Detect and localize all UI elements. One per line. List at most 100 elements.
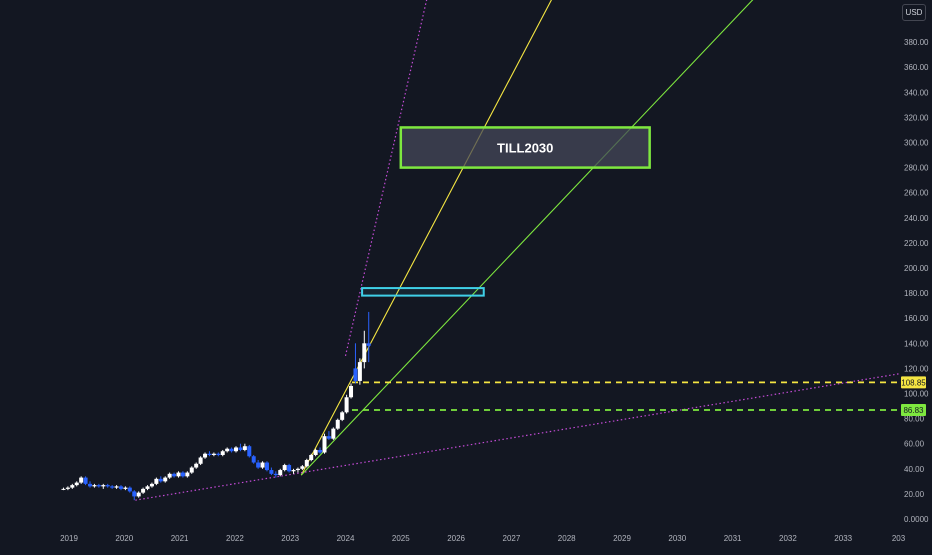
y-tick-label: 320.00 [904, 113, 929, 122]
candle-up [198, 457, 203, 464]
y-tick-label: 200.00 [904, 264, 929, 273]
candle-up [61, 488, 66, 490]
candle-up [163, 477, 168, 482]
candle-up [203, 453, 208, 458]
y-tick-label: 80.00 [904, 415, 925, 424]
candle-up [79, 477, 84, 483]
candle-up [189, 467, 194, 473]
candle-up [154, 478, 159, 484]
candle-down [287, 465, 292, 472]
candle-down [127, 487, 132, 492]
x-tick-label: 203 [892, 534, 906, 543]
candle-up [220, 451, 225, 455]
candle-up [70, 485, 75, 488]
y-tick-label: 120.00 [904, 364, 929, 373]
candle-up [340, 412, 345, 420]
candle-up [145, 486, 150, 489]
candle-down [83, 477, 88, 484]
candle-down [256, 462, 261, 468]
y-tick-label: 140.00 [904, 339, 929, 348]
y-tick-label: 380.00 [904, 38, 929, 47]
y-tick-label: 0.0000 [904, 515, 929, 524]
currency-label: USD [905, 8, 923, 17]
candles-layer [61, 311, 371, 501]
candle-up [65, 487, 70, 489]
y-tick-label: 300.00 [904, 139, 929, 148]
candle-down [251, 456, 256, 463]
candle-up [141, 488, 146, 493]
candle-down [207, 453, 212, 455]
candle-up [357, 362, 362, 381]
candle-up [309, 454, 314, 461]
candle-up [167, 473, 172, 478]
till2030-label: TILL2030 [497, 141, 553, 156]
y-tick-label: 20.00 [904, 490, 925, 499]
x-tick-label: 2024 [337, 534, 355, 543]
y-tick-label: 240.00 [904, 214, 929, 223]
candle-up [260, 462, 265, 468]
candle-down [273, 473, 278, 476]
trendline-purple-3 [344, 0, 428, 356]
candle-down [326, 436, 331, 439]
x-tick-label: 2019 [60, 534, 78, 543]
candle-down [88, 483, 93, 487]
trendlines-layer [135, 0, 900, 501]
candle-down [158, 478, 163, 482]
y-tick-label: 340.00 [904, 88, 929, 97]
x-tick-label: 2032 [779, 534, 797, 543]
x-tick-label: 2026 [447, 534, 465, 543]
trendline-yellow-0 [300, 0, 552, 476]
candle-up [331, 428, 336, 439]
x-tick-label: 2031 [724, 534, 742, 543]
rectangles-layer: TILL2030 [361, 126, 651, 297]
x-tick-label: 2030 [668, 534, 686, 543]
candle-down [216, 453, 221, 455]
candle-down [172, 473, 177, 477]
x-tick-label: 2025 [392, 534, 410, 543]
candle-up [335, 419, 340, 429]
trendline-green-1 [300, 0, 754, 476]
y-tick-label: 360.00 [904, 63, 929, 72]
candle-up [362, 343, 367, 363]
candle-up [300, 466, 305, 469]
candle-up [225, 448, 230, 452]
y-tick-label: 160.00 [904, 314, 929, 323]
candle-up [322, 436, 327, 453]
y-tick-label: 280.00 [904, 164, 929, 173]
y-tick-label: 260.00 [904, 189, 929, 198]
candle-up [185, 472, 190, 477]
candle-down [353, 368, 358, 381]
candle-up [295, 468, 300, 471]
candle-up [136, 492, 141, 497]
candle-down [96, 485, 101, 487]
x-tick-label: 2022 [226, 534, 244, 543]
price-badge-label: 86.83 [903, 406, 924, 415]
y-tick-label: 60.00 [904, 440, 925, 449]
candle-up [234, 447, 239, 452]
candle-up [92, 485, 97, 487]
candle-up [349, 385, 354, 398]
candle-up [194, 463, 199, 468]
y-tick-label: 40.00 [904, 465, 925, 474]
price-badge-label: 108.85 [901, 378, 926, 387]
target-zone-box [361, 287, 485, 297]
x-tick-label: 2020 [115, 534, 133, 543]
y-tick-label: 180.00 [904, 289, 929, 298]
candle-up [313, 449, 318, 455]
axes-layer: 0.0000 20.00 40.00 60.00 80.00 100.00 120.00 14… [60, 38, 929, 543]
candle-up [344, 397, 349, 413]
candle-down [264, 462, 269, 471]
till2030-box [399, 126, 651, 169]
x-tick-label: 2029 [613, 534, 631, 543]
candle-down [105, 485, 110, 487]
candle-up [149, 483, 154, 487]
trendline-purple-2 [135, 373, 900, 501]
candle-up [282, 465, 287, 471]
candle-up [123, 487, 128, 489]
horizontal-levels-layer [352, 381, 900, 411]
currency-button[interactable]: USD [902, 4, 926, 21]
x-tick-label: 2028 [558, 534, 576, 543]
candle-down [247, 446, 252, 457]
